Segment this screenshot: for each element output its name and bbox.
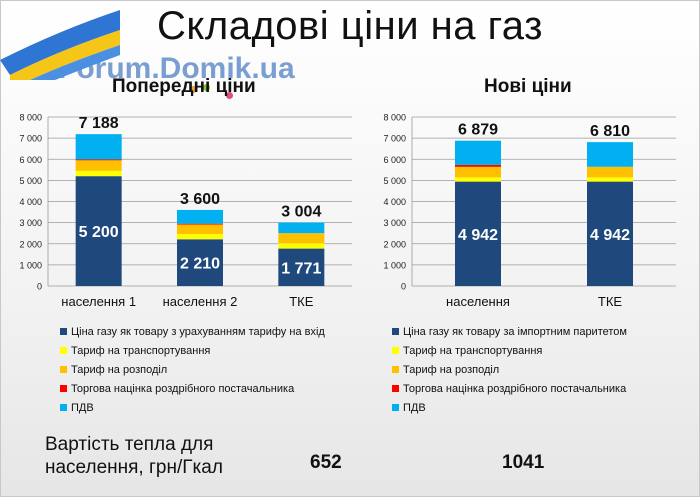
legend-old: Ціна газу як товару з урахуванням тарифу…	[60, 322, 325, 417]
bar-segment-transport	[587, 177, 633, 182]
legend-swatch-base	[60, 328, 67, 335]
legend-label: Тариф на розподіл	[71, 363, 168, 376]
legend-item: Торгова націнка роздрібного постачальник…	[392, 379, 627, 398]
y-tick-label: 6 000	[19, 155, 42, 165]
slide-title: Складові ціни на газ	[157, 4, 543, 48]
legend-swatch-vat	[392, 404, 399, 411]
bar-segment-distribution	[278, 233, 325, 244]
legend-new: Ціна газу як товару за імпортним паритет…	[392, 322, 627, 417]
legend-item: Торгова націнка роздрібного постачальник…	[60, 379, 325, 398]
data-label-base: 4 942	[458, 227, 498, 244]
bar-segment-transport	[455, 177, 501, 182]
data-label-base: 2 210	[180, 256, 220, 273]
bar-segment-markup	[455, 164, 501, 167]
legend-swatch-transport	[60, 347, 67, 354]
legend-label: Ціна газу як товару з урахуванням тарифу…	[71, 325, 325, 338]
bar-segment-vat	[177, 209, 223, 224]
data-label-total: 6 879	[458, 122, 498, 139]
bar-segment-markup	[177, 223, 223, 225]
data-label-total: 6 810	[590, 123, 630, 140]
y-tick-label: 6 000	[383, 155, 406, 165]
y-tick-label: 1 000	[383, 260, 406, 270]
legend-label: Торгова націнка роздрібного постачальник…	[403, 382, 627, 395]
y-tick-label: 2 000	[383, 239, 406, 249]
legend-item: Тариф на розподіл	[392, 360, 627, 379]
y-tick-label: 0	[401, 282, 406, 292]
bar-segment-transport	[75, 170, 122, 177]
legend-item: ПДВ	[60, 398, 325, 417]
bar-segment-distribution	[587, 166, 633, 178]
data-label-total: 3 600	[180, 191, 220, 208]
legend-item: Тариф на розподіл	[60, 360, 325, 379]
bar-segment-vat	[75, 134, 122, 160]
legend-swatch-distribution	[392, 366, 399, 373]
bar-segment-base	[587, 181, 633, 286]
y-tick-label: 4 000	[383, 197, 406, 207]
data-label-base: 5 200	[79, 224, 119, 241]
y-tick-label: 0	[37, 282, 42, 292]
x-category-label: ТКЕ	[598, 294, 623, 309]
data-label-base: 4 942	[590, 227, 630, 244]
y-tick-label: 7 000	[383, 134, 406, 144]
legend-label: ПДВ	[403, 401, 426, 414]
bar-segment-vat	[587, 142, 633, 167]
y-tick-label: 8 000	[19, 113, 42, 123]
bar-segment-base	[278, 248, 325, 286]
bar-segment-transport	[278, 243, 325, 249]
footer-value-old: 652	[310, 452, 342, 473]
bar-segment-vat	[278, 222, 325, 234]
legend-label: Тариф на транспортування	[71, 344, 211, 357]
x-category-label: ТКЕ	[289, 294, 314, 309]
legend-label: Ціна газу як товару за імпортним паритет…	[403, 325, 627, 338]
chart-title-old: Попередні ціни	[112, 76, 256, 97]
chart-title-new: Нові ціни	[484, 76, 572, 97]
y-tick-label: 8 000	[383, 113, 406, 123]
y-tick-label: 3 000	[19, 218, 42, 228]
x-category-label: населення	[446, 294, 510, 309]
legend-label: Торгова націнка роздрібного постачальник…	[71, 382, 295, 395]
footer-label: Вартість тепла для населення, грн/Гкал	[45, 434, 223, 478]
y-tick-label: 3 000	[383, 218, 406, 228]
bar-segment-base	[75, 176, 122, 286]
bar-segment-distribution	[75, 160, 122, 171]
data-label-total: 3 004	[281, 204, 321, 221]
legend-swatch-distribution	[60, 366, 67, 373]
x-category-label: населення 2	[163, 294, 238, 309]
bar-segment-distribution	[177, 224, 223, 235]
legend-item: Тариф на транспортування	[392, 341, 627, 360]
legend-item: Ціна газу як товару за імпортним паритет…	[392, 322, 627, 341]
bar-segment-markup	[75, 159, 122, 161]
legend-item: Тариф на транспортування	[60, 341, 325, 360]
legend-swatch-markup	[60, 385, 67, 392]
legend-swatch-markup	[392, 385, 399, 392]
bar-segment-transport	[177, 234, 223, 240]
y-tick-label: 2 000	[19, 239, 42, 249]
bar-segment-base	[455, 181, 501, 286]
legend-item: Ціна газу як товару з урахуванням тарифу…	[60, 322, 325, 341]
legend-item: ПДВ	[392, 398, 627, 417]
legend-swatch-base	[392, 328, 399, 335]
y-tick-label: 5 000	[19, 176, 42, 186]
x-category-label: населення 1	[61, 294, 136, 309]
legend-label: Тариф на розподіл	[403, 363, 500, 376]
legend-swatch-vat	[60, 404, 67, 411]
footer-value-new: 1041	[502, 452, 545, 473]
data-label-base: 1 771	[281, 260, 321, 277]
y-tick-label: 4 000	[19, 197, 42, 207]
legend-swatch-transport	[392, 347, 399, 354]
y-tick-label: 7 000	[19, 134, 42, 144]
bar-segment-vat	[455, 140, 501, 165]
bar-segment-base	[177, 239, 223, 286]
y-tick-label: 5 000	[383, 176, 406, 186]
legend-label: ПДВ	[71, 401, 94, 414]
y-tick-label: 1 000	[19, 260, 42, 270]
legend-label: Тариф на транспортування	[403, 344, 543, 357]
data-label-total: 7 188	[79, 115, 119, 132]
decorative-ribbon	[0, 10, 120, 80]
bar-segment-distribution	[455, 166, 501, 178]
